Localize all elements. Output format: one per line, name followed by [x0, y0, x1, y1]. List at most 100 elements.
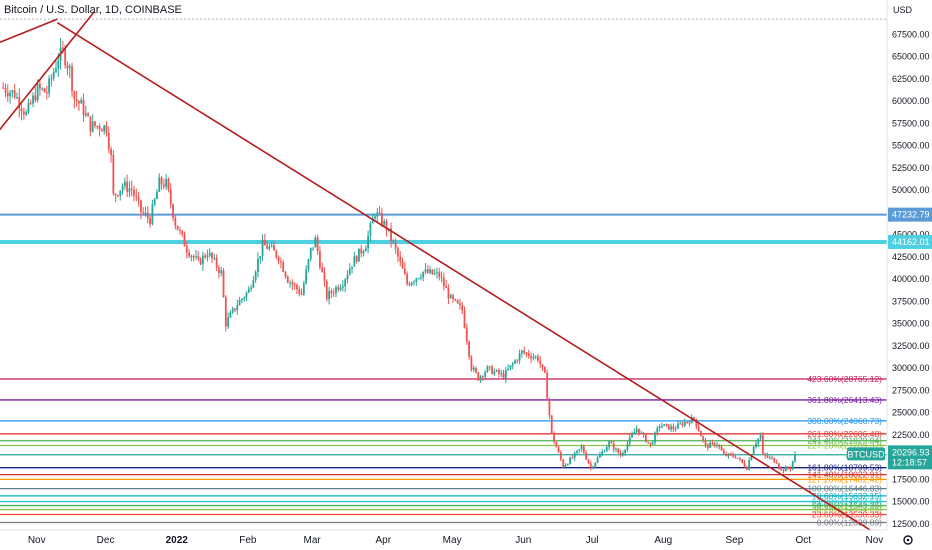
candle-body [296, 284, 298, 290]
fib-level-label: 100.00%(16446.83) [807, 484, 882, 494]
level-price-tag-label: 47232.79 [892, 210, 930, 220]
candles [2, 38, 796, 474]
candle-body [401, 261, 404, 269]
fib-level-label: 78.60%(15632.15) [812, 491, 882, 501]
candle-body [615, 448, 617, 450]
candle-body [9, 92, 11, 97]
candle-body [511, 363, 514, 366]
candle-body [481, 376, 484, 378]
candle-body [683, 422, 686, 426]
candle-body [523, 350, 526, 353]
candle-body [172, 204, 174, 218]
candle-body [130, 188, 133, 190]
candle-body [337, 287, 340, 290]
candle-body [348, 268, 351, 275]
candle-body [286, 276, 289, 283]
candle-body [569, 457, 571, 465]
price-axis[interactable]: USD 67500.00 65000.00 62500.00 60000.00 57500… [847, 0, 932, 550]
candle-body [578, 449, 581, 451]
candle-body [96, 126, 99, 128]
candle-body [736, 457, 739, 459]
candle-body [539, 360, 542, 365]
fib-level-label: 300.00%(24060.73) [807, 416, 882, 426]
candle-body [500, 373, 503, 375]
candle-body [383, 221, 386, 225]
candle-body [700, 431, 702, 437]
candle-body [527, 353, 530, 357]
candle-body [261, 240, 264, 257]
candle-body [589, 463, 592, 468]
x-tick-label: Dec [97, 535, 115, 546]
candle-body [663, 424, 666, 426]
wedge-line[interactable] [0, 11, 95, 132]
candle-body [351, 266, 353, 269]
candle-body [413, 281, 415, 283]
candle-body [94, 121, 96, 127]
settings-gear-icon[interactable] [903, 535, 913, 545]
candle-body [580, 446, 583, 450]
y-tick-label: 22500.00 [892, 430, 930, 440]
candle-body [516, 360, 519, 362]
candle-body [91, 121, 94, 132]
candle-body [158, 177, 161, 192]
candle-body [475, 367, 477, 373]
candle-body [360, 248, 363, 254]
candle-body [585, 453, 588, 460]
candle-body [234, 308, 236, 311]
candle-body [782, 469, 785, 472]
x-tick-label: Apr [375, 535, 391, 546]
candle-body [165, 178, 168, 187]
candle-body [291, 282, 294, 285]
candle-body [660, 425, 663, 427]
candle-body [495, 370, 498, 372]
candle-body [739, 458, 741, 460]
candle-body [169, 189, 172, 205]
candle-body [312, 247, 314, 249]
candle-body [213, 257, 216, 259]
candle-body [635, 428, 638, 433]
candle-body [346, 274, 349, 280]
y-tick-label: 40000.00 [892, 274, 930, 284]
candle-body [757, 438, 760, 444]
candle-body [378, 212, 381, 214]
candle-body [665, 424, 668, 426]
candle-body [266, 245, 269, 249]
candle-body [185, 246, 188, 253]
candle-body [82, 99, 85, 116]
candle-body [610, 441, 613, 444]
candle-body [732, 454, 734, 457]
candle-body [144, 212, 147, 214]
time-axis[interactable]: Nov Dec 2022 Feb Mar Apr May Jun Jul Aug Sep Oct Nov [0, 529, 932, 550]
candle-body [140, 200, 142, 213]
candle-body [514, 360, 516, 364]
wedge-line[interactable] [0, 18, 58, 44]
candle-body [679, 423, 682, 425]
candle-body [509, 365, 512, 369]
downtrend-line[interactable] [56, 22, 875, 534]
candle-body [257, 258, 259, 272]
candle-body [468, 341, 470, 357]
candle-body [133, 189, 135, 196]
candle-body [677, 423, 679, 429]
candle-body [89, 116, 92, 132]
candle-body [674, 428, 677, 430]
candle-body [298, 289, 301, 294]
candle-body [452, 295, 454, 300]
plot-area[interactable]: 423.60%(28765.12) 361.80%(26413.43) 300.00… [0, 11, 887, 534]
candle-body [743, 462, 746, 467]
candle-body [534, 356, 537, 358]
fib-level-label: 61.80%(14992.64) [812, 497, 882, 507]
candle-body [463, 310, 466, 328]
candle-body [252, 280, 255, 288]
candle-body [181, 230, 184, 235]
candle-body [417, 278, 420, 280]
x-tick-label: Aug [654, 535, 672, 546]
candle-body [768, 457, 771, 459]
candle-body [422, 271, 425, 278]
candle-body [11, 90, 14, 93]
candle-body [369, 223, 372, 236]
candle-body [461, 305, 464, 311]
fib-level-label: 141.40%(18022.91) [807, 470, 882, 480]
candle-body [376, 212, 379, 217]
